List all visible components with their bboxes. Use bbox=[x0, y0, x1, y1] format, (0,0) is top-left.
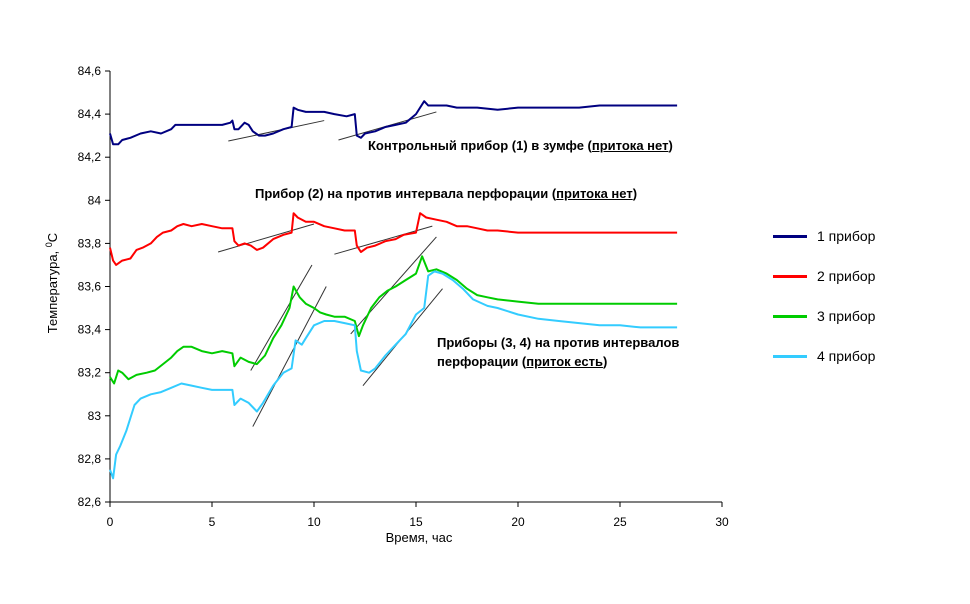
y-tick-label: 82,8 bbox=[78, 452, 102, 466]
annotation-probe-1-status: притока нет bbox=[591, 138, 669, 153]
data-series bbox=[109, 100, 678, 480]
y-tick-label: 84 bbox=[88, 193, 102, 207]
annotation-probe-2-text: Прибор (2) на против интервала перфораци… bbox=[255, 186, 557, 201]
annotation-probe-2: Прибор (2) на против интервала перфораци… bbox=[255, 185, 637, 204]
annotation-probes-3-4-close: ) bbox=[602, 353, 608, 369]
y-tick-label: 84,4 bbox=[78, 107, 102, 121]
annotation-probe-1-text: Контрольный прибор (1) в зумфе ( bbox=[368, 138, 592, 153]
y-tick-label: 84,2 bbox=[78, 150, 102, 164]
legend-label-3: 3 прибор bbox=[817, 308, 876, 324]
axes: 82,6 82,8 83 83,2 83,4 83,6 83,8 84 84,2 84,4 84,6… bbox=[78, 64, 729, 529]
annotation-probes-3-4-status: приток есть bbox=[526, 353, 603, 369]
series-line-3 bbox=[109, 255, 678, 385]
trend-line-6 bbox=[350, 236, 437, 335]
annotation-probes-3-4-line1: Приборы (3, 4) на против интервалов bbox=[437, 335, 680, 350]
y-tick-label: 84,6 bbox=[78, 64, 102, 78]
x-tick-label: 30 bbox=[715, 515, 729, 529]
y-tick-label: 83,8 bbox=[78, 236, 102, 250]
legend-label-1: 1 прибор bbox=[817, 228, 876, 244]
x-tick-label: 5 bbox=[209, 515, 216, 529]
legend-swatch-3 bbox=[773, 314, 807, 318]
trend-lines bbox=[217, 111, 443, 427]
trend-line-3 bbox=[217, 223, 315, 253]
legend-swatch-2 bbox=[773, 274, 807, 278]
y-axis-label-sup: 0 bbox=[44, 242, 54, 247]
x-tick-label: 15 bbox=[409, 515, 423, 529]
series-line-1 bbox=[109, 100, 678, 146]
trend-line-7 bbox=[252, 286, 327, 427]
annotation-probe-1: Контрольный прибор (1) в зумфе (притока … bbox=[368, 137, 673, 156]
annotation-probes-3-4-text: перфорации ( bbox=[437, 353, 527, 369]
legend-swatch-4 bbox=[773, 354, 807, 358]
x-tick-label: 20 bbox=[511, 515, 525, 529]
y-axis-label-unit: C bbox=[45, 233, 60, 242]
y-axis-label-main: Температура, bbox=[45, 247, 60, 333]
y-tick-label: 83,4 bbox=[78, 323, 102, 337]
legend-label-2: 2 прибор bbox=[817, 268, 876, 284]
legend-swatch-1 bbox=[773, 234, 807, 238]
annotation-probes-3-4-line2: перфорации (приток есть) bbox=[437, 353, 679, 372]
x-tick-label: 0 bbox=[107, 515, 114, 529]
x-axis-label: Время, час bbox=[386, 530, 453, 545]
annotation-probes-3-4: Приборы (3, 4) на против интервалов перф… bbox=[437, 334, 679, 372]
trend-line-5 bbox=[250, 264, 313, 371]
legend-item-3: 3 прибор bbox=[773, 308, 875, 324]
y-tick-label: 83,6 bbox=[78, 280, 102, 294]
annotation-probe-2-status: притока нет bbox=[556, 186, 633, 201]
legend-item-1: 1 прибор bbox=[773, 228, 875, 244]
x-tick-label: 25 bbox=[613, 515, 627, 529]
x-tick-label: 10 bbox=[307, 515, 321, 529]
y-axis-label: Температура, 0C bbox=[44, 233, 60, 333]
y-tick-label: 82,6 bbox=[78, 495, 102, 509]
legend-item-2: 2 прибор bbox=[773, 268, 875, 284]
trend-line-1 bbox=[228, 120, 325, 142]
y-tick-label: 83 bbox=[88, 409, 102, 423]
annotation-probe-1-close: ) bbox=[668, 138, 673, 153]
series-line-4 bbox=[109, 270, 678, 480]
legend-label-4: 4 прибор bbox=[817, 348, 876, 364]
series-line-2 bbox=[109, 212, 678, 266]
y-tick-label: 83,2 bbox=[78, 366, 102, 380]
annotation-probe-2-close: ) bbox=[632, 186, 638, 201]
legend-item-4: 4 прибор bbox=[773, 348, 875, 364]
